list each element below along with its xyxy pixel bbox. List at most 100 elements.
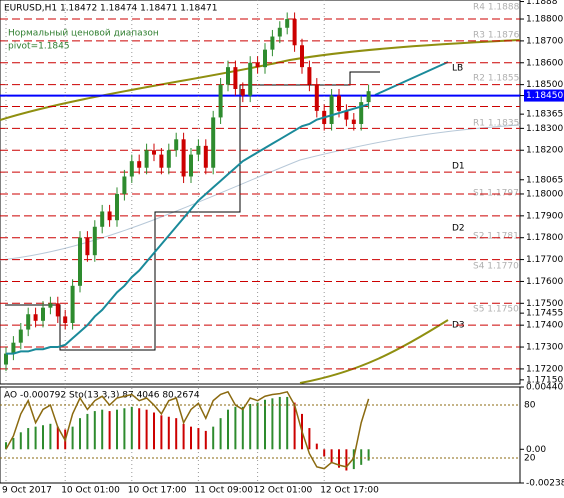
x-tick-label: 9 Oct 2017: [2, 486, 52, 496]
indicator-title: Нормальный ценовой диапазон: [8, 29, 159, 39]
candle-body: [277, 27, 282, 37]
candle-body: [196, 145, 201, 155]
y-tick-label: 1.17500: [526, 299, 563, 309]
candle-body: [255, 62, 260, 68]
candle-body: [211, 117, 216, 168]
candle-body: [107, 211, 112, 221]
candle-body: [351, 119, 356, 124]
range-steps: [5, 71, 380, 351]
candle-body: [263, 49, 267, 68]
candle-body: [218, 84, 223, 118]
candle-body: [307, 67, 312, 85]
channel-lower: [299, 319, 449, 384]
candle-body: [366, 91, 371, 103]
x-tick-label: 10 Oct 01:00: [61, 486, 120, 496]
y-tick-label: 1.18065: [526, 175, 563, 185]
y-tick-label: 1.18600: [526, 58, 563, 68]
y-tick-label: 1.17300: [526, 343, 563, 353]
stochastic: [5, 390, 370, 470]
candle-body: [11, 342, 16, 354]
candle-body: [85, 237, 90, 256]
level-label: S4 1.1770: [473, 262, 519, 272]
price-pane: [0, 0, 521, 385]
candle-body: [166, 150, 171, 168]
y-tick-label: 1.17600: [526, 277, 563, 287]
candle-body: [129, 161, 134, 177]
level-label: LB: [452, 64, 463, 74]
candle-body: [337, 95, 341, 111]
candle-body: [226, 67, 230, 85]
candle-body: [248, 62, 253, 96]
candle-body: [152, 150, 156, 155]
y-tick-label: 1.17400: [526, 321, 563, 331]
y-tick-label: 1.1888: [526, 0, 558, 7]
y-tick-label: 1.18500: [526, 80, 563, 90]
y-tick-label: 1.18450: [526, 91, 563, 101]
level-label: D2: [452, 224, 465, 234]
candle-body: [189, 154, 193, 177]
level-label: R1 1.1835: [473, 119, 519, 129]
candle-body: [122, 176, 127, 194]
sto-tick-label: 80: [524, 401, 536, 411]
candle-body: [285, 19, 290, 28]
candle-body: [314, 84, 319, 111]
ao-tick-label: 0.00: [526, 445, 546, 455]
moving-average: [6, 103, 369, 355]
y-tick-label: 1.17700: [526, 255, 563, 265]
x-tick-label: 12 Oct 17:00: [320, 486, 379, 496]
y-tick-label: 1.18200: [526, 146, 563, 156]
candle-body: [48, 303, 53, 308]
candle-body: [26, 314, 31, 330]
x-tick-label: 12 Oct 01:00: [254, 486, 313, 496]
level-label: S5 1.1750: [473, 305, 519, 315]
level-label: D1: [452, 162, 465, 172]
candle-body: [144, 150, 149, 168]
x-tick-label: 11 Oct 09:00: [194, 486, 253, 496]
level-label: S2 1.1781: [473, 232, 519, 242]
candle-body: [55, 303, 60, 317]
lb-projection: [374, 61, 449, 96]
y-tick-label: 1.17800: [526, 233, 563, 243]
header: EURUSD,H1 1.18472 1.18474 1.18471 1.1847…: [4, 4, 217, 14]
level-label: R2 1.1855: [473, 74, 519, 84]
candle-body: [329, 95, 334, 124]
candle-body: [115, 193, 119, 221]
pivot-text: pivot=1.1845: [8, 42, 70, 52]
candle-body: [270, 36, 275, 50]
y-label-bg: [524, 89, 564, 102]
candle-body: [159, 154, 164, 168]
candle-body: [70, 285, 75, 323]
y-tick-label: 1.17200: [526, 364, 563, 374]
candle-body: [359, 102, 364, 124]
sto-tick-label: 20: [524, 454, 536, 464]
candle-body: [78, 237, 82, 286]
candle-body: [41, 307, 45, 321]
candle-body: [137, 161, 142, 168]
candle-body: [181, 139, 186, 177]
candle-body: [33, 314, 38, 321]
candle-body: [300, 45, 304, 68]
y-tick-label: 1.17900: [526, 211, 563, 221]
y-tick-label: 1.17150: [526, 375, 563, 385]
ao-tick-label: -0.002383: [526, 479, 564, 489]
candle-body: [100, 211, 105, 227]
level-label: R3 1.1876: [473, 31, 520, 41]
y-tick-label: 1.18800: [526, 15, 563, 25]
ao-tick-label: 0.004402: [526, 383, 564, 393]
candle-body: [233, 67, 238, 90]
level-label: R4 1.1888: [473, 3, 520, 13]
y-tick-label: 1.18365: [526, 110, 563, 120]
candle-body: [63, 316, 68, 323]
candle-body: [92, 226, 97, 256]
candle-body: [292, 19, 297, 46]
candle-body: [240, 89, 245, 96]
y-tick-label: 1.18700: [526, 36, 563, 46]
y-tick-label: 1.18300: [526, 124, 563, 134]
y-tick-label: 1.17455: [526, 309, 563, 319]
candle-body: [4, 353, 8, 365]
y-tick-label: 1.18000: [526, 189, 563, 199]
channel-upper: [0, 39, 521, 121]
candle-body: [174, 139, 179, 151]
candle-body: [344, 110, 349, 120]
